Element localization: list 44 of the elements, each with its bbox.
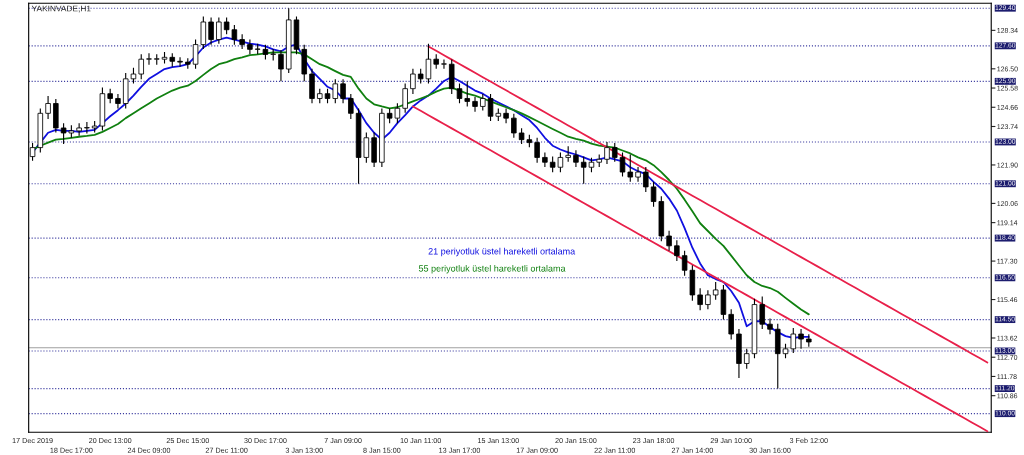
candlestick <box>177 56 183 68</box>
line-series <box>412 105 989 433</box>
candlestick <box>542 151 548 168</box>
candlestick <box>534 137 540 164</box>
candlestick <box>511 113 517 139</box>
candlestick <box>456 82 463 104</box>
chart-title: YAKINVADE,H1 <box>31 5 91 13</box>
candlestick <box>208 17 214 46</box>
candlestick <box>464 80 471 107</box>
candlestick <box>697 287 703 311</box>
candlestick <box>115 93 121 110</box>
candlestick <box>798 328 804 350</box>
candlestick <box>643 166 649 193</box>
candlestick <box>503 107 509 124</box>
candlestick <box>45 95 51 120</box>
line-series <box>427 45 989 364</box>
candlestick <box>604 141 610 165</box>
text: 55 periyotluk üstel hareketli ortalama <box>418 265 566 274</box>
candlestick <box>402 82 408 114</box>
candlestick <box>612 142 618 163</box>
text: 21 periyotluk üstel hareketli ortalama <box>428 247 576 257</box>
candlestick <box>728 308 734 341</box>
candlestick <box>635 166 641 183</box>
candlestick <box>76 122 82 137</box>
candlestick <box>239 33 245 50</box>
candlestick <box>146 52 152 66</box>
candlestick <box>472 96 478 113</box>
candlestick <box>216 17 222 45</box>
candlestick <box>759 296 765 330</box>
candlestick <box>573 149 579 168</box>
candlestick <box>84 121 90 135</box>
candlestick <box>666 230 672 252</box>
candlestick <box>340 78 346 104</box>
candlestick <box>348 93 354 120</box>
candlestick <box>674 239 680 262</box>
candlestick <box>247 38 253 55</box>
candlestick <box>441 58 447 70</box>
candlestick <box>767 318 773 335</box>
candlestick <box>705 289 711 310</box>
candlestick <box>627 153 634 183</box>
candlestick <box>138 53 144 80</box>
candlestick <box>278 49 284 82</box>
candlestick <box>619 151 626 177</box>
candlestick <box>410 68 416 95</box>
